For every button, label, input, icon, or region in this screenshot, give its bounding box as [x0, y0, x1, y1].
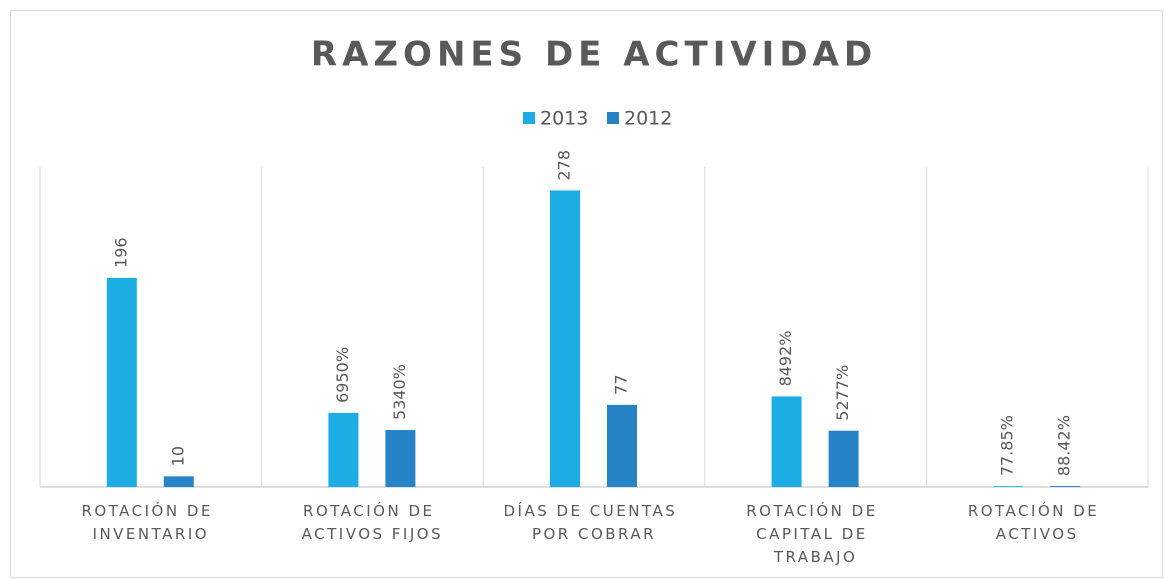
data-label: 196 — [111, 237, 130, 268]
bar — [550, 190, 580, 487]
bar — [771, 396, 802, 487]
data-label: 77 — [612, 375, 631, 395]
x-tick-label-line: ROTACIÓN DE — [81, 501, 220, 520]
x-tick-label-line: ROTACIÓN DE — [303, 501, 442, 520]
x-tick-label-line: ACTIVOS — [996, 525, 1079, 543]
x-tick-label: DÍAS DE CUENTAS POR COBRAR — [503, 501, 684, 543]
bar — [163, 476, 194, 487]
x-tick-label: ROTACIÓN DE INVENTARIO — [81, 501, 220, 543]
x-tick-label-line: POR COBRAR — [532, 525, 656, 543]
bar — [328, 412, 359, 487]
x-tick-label-line: DÍAS DE CUENTAS — [503, 501, 684, 520]
bar — [1050, 486, 1081, 487]
legend-swatch — [523, 112, 535, 124]
bar — [828, 430, 859, 487]
data-label: 77.85% — [998, 415, 1017, 476]
legend-label: 2013 — [540, 108, 588, 130]
x-tick-label-line: CAPITAL DE — [756, 525, 875, 543]
data-label: 6950% — [333, 347, 352, 403]
data-label: 278 — [555, 150, 574, 181]
chart-border — [10, 10, 1163, 578]
x-tick-label: ROTACIÓN DE ACTIVOS FIJOS — [302, 501, 443, 543]
data-label: 8492% — [776, 330, 795, 386]
x-tick-label-line: ACTIVOS FIJOS — [302, 525, 443, 543]
data-label: 88.42% — [1055, 415, 1074, 476]
bar — [385, 430, 416, 487]
data-label: 5277% — [833, 365, 852, 421]
x-tick-label: ROTACIÓN DE ACTIVOS — [968, 501, 1107, 543]
data-label: 5340% — [390, 364, 409, 420]
legend-swatch — [607, 112, 619, 124]
data-label: 10 — [168, 446, 187, 466]
bar — [993, 486, 1024, 487]
bar — [106, 277, 137, 487]
x-tick-label-line: INVENTARIO — [93, 525, 210, 543]
x-tick-label-line: TRABAJO — [773, 548, 858, 566]
x-tick-label: ROTACIÓN DE CAPITAL DE TRABAJO — [746, 501, 885, 566]
x-tick-label-line: ROTACIÓN DE — [746, 501, 885, 520]
x-tick-label-line: ROTACIÓN DE — [968, 501, 1107, 520]
chart-title: RAZONES DE ACTIVIDAD — [311, 35, 877, 75]
bar — [607, 404, 637, 487]
legend-label: 2012 — [624, 108, 672, 130]
